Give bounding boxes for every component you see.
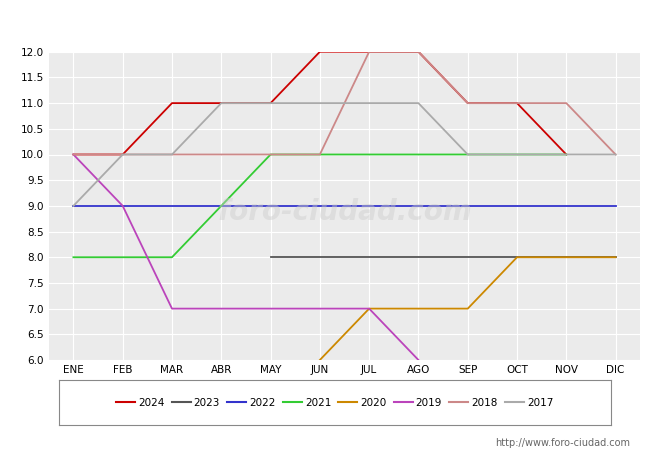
Legend: 2024, 2023, 2022, 2021, 2020, 2019, 2018, 2017: 2024, 2023, 2022, 2021, 2020, 2019, 2018… <box>112 394 558 412</box>
Text: Afiliados en Pozalmuro a 30/9/2024: Afiliados en Pozalmuro a 30/9/2024 <box>178 14 472 33</box>
Text: http://www.foro-ciudad.com: http://www.foro-ciudad.com <box>495 438 630 448</box>
Text: foro-ciudad.com: foro-ciudad.com <box>217 198 472 226</box>
